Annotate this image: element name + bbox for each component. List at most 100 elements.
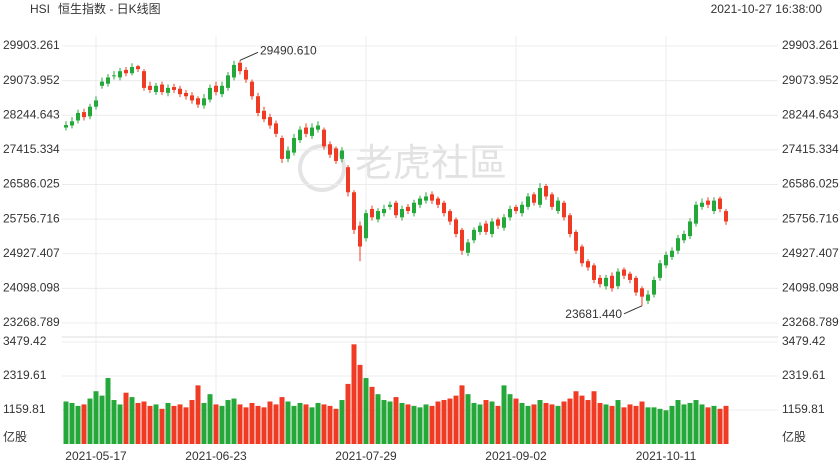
volume-bar — [525, 405, 531, 444]
volume-bar — [291, 405, 297, 444]
volume-bar — [141, 401, 147, 444]
volume-bar — [513, 398, 519, 444]
candle-body — [244, 69, 248, 80]
volume-bar — [201, 402, 207, 444]
x-tick-label: 2021-06-23 — [185, 449, 247, 463]
volume-bar — [177, 404, 183, 444]
candle-body — [82, 112, 86, 118]
volume-bar — [81, 404, 87, 444]
y-tick-label-right: 25756.716 — [782, 211, 839, 225]
candle-body — [646, 294, 650, 301]
candle-body — [718, 198, 722, 209]
volume-bar — [249, 402, 255, 444]
volume-tick-label-right: 2319.61 — [782, 368, 826, 382]
volume-bar — [555, 405, 561, 444]
volume-bar — [225, 400, 231, 444]
volume-bar — [645, 407, 651, 444]
x-tick-label: 2021-07-29 — [335, 449, 397, 463]
candle-body — [100, 81, 104, 86]
candle-body — [154, 85, 158, 93]
volume-bar — [99, 395, 105, 444]
candle-body — [574, 231, 578, 251]
candle-body — [412, 202, 416, 214]
candle-body — [358, 225, 362, 247]
candle-body — [148, 85, 152, 90]
candle-body — [292, 137, 296, 153]
volume-bar — [579, 395, 585, 444]
volume-bar — [621, 407, 627, 444]
volume-bar — [285, 401, 291, 444]
volume-unit-right: 亿股 — [782, 429, 806, 444]
volume-bar — [333, 408, 339, 444]
y-tick-label-right: 24927.407 — [782, 246, 839, 260]
annotation: 23681.440 — [565, 307, 622, 321]
candle-body — [496, 219, 500, 226]
y-tick-label-right: 23268.789 — [782, 315, 839, 329]
candle-body — [622, 269, 626, 276]
volume-bar — [531, 404, 537, 444]
candle-body — [298, 129, 302, 141]
volume-bar — [321, 404, 327, 444]
candle-body — [118, 71, 122, 78]
volume-bar — [603, 404, 609, 444]
volume-bar — [195, 385, 201, 444]
candle-body — [268, 117, 272, 126]
volume-bar — [699, 404, 705, 444]
x-tick-label: 2021-09-02 — [485, 449, 547, 463]
volume-bar — [543, 402, 549, 444]
candle-body — [388, 204, 392, 207]
volume-bar — [255, 405, 261, 444]
volume-bar — [171, 405, 177, 444]
candle-body — [400, 208, 404, 218]
candle-body — [88, 106, 92, 117]
volume-bar — [483, 400, 489, 444]
candle-body — [208, 87, 212, 100]
volume-bar — [117, 404, 123, 444]
candle-body — [250, 81, 254, 97]
candle-body — [700, 202, 704, 207]
volume-bar — [597, 402, 603, 444]
volume-bar — [135, 402, 141, 444]
candle-body — [688, 221, 692, 237]
volume-bar — [261, 407, 267, 444]
candle-body — [634, 277, 638, 293]
volume-bar — [639, 401, 645, 444]
volume-bar — [573, 391, 579, 444]
volume-bar — [207, 394, 213, 444]
candle-body — [316, 125, 320, 130]
volume-bar — [363, 378, 369, 444]
y-tick-label: 27415.334 — [3, 142, 60, 156]
volume-bar — [405, 404, 411, 444]
candle-body — [520, 204, 524, 214]
y-tick-label-right: 27415.334 — [782, 142, 839, 156]
candle-body — [322, 129, 326, 147]
candle-body — [430, 194, 434, 201]
volume-bar — [303, 404, 309, 444]
volume-bar — [243, 407, 249, 444]
candle-body — [232, 64, 236, 78]
volume-bar — [315, 402, 321, 444]
volume-bar — [681, 404, 687, 444]
candle-body — [712, 200, 716, 212]
x-tick-label: 2021-05-17 — [65, 449, 127, 463]
y-tick-label-right: 29903.261 — [782, 38, 839, 52]
candle-body — [214, 85, 218, 93]
volume-bar — [477, 404, 483, 444]
volume-bar — [147, 405, 153, 444]
candle-body — [406, 206, 410, 212]
candle-body — [448, 211, 452, 222]
volume-bar — [663, 410, 669, 444]
candle-body — [172, 87, 176, 90]
volume-bar — [387, 401, 393, 444]
candle-body — [556, 200, 560, 212]
volume-bar — [87, 398, 93, 444]
volume-tick-label-right: 3479.42 — [782, 334, 826, 348]
volume-bar — [423, 404, 429, 444]
candle-body — [160, 84, 164, 93]
candle-body — [382, 208, 386, 214]
y-tick-label: 29903.261 — [3, 38, 60, 52]
candle-body — [376, 211, 380, 220]
candle-body — [610, 275, 614, 289]
candle-body — [514, 206, 518, 212]
